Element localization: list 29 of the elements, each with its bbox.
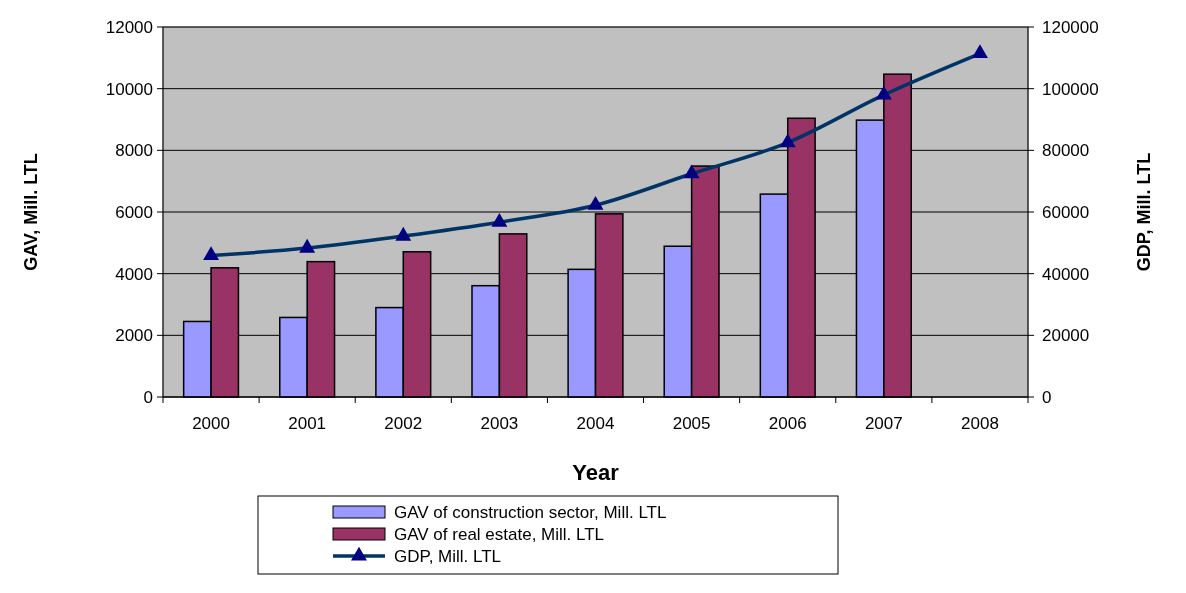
y-axis-title: GAV, Mill. LTL [21, 153, 41, 271]
y-tick-label: 10000 [105, 79, 153, 99]
x-tick-label: 2001 [288, 414, 327, 433]
y2-tick-label: 80000 [1042, 141, 1090, 161]
y2-axis-title: GDP, Mill. LTL [1134, 152, 1154, 272]
x-tick-label: 2004 [576, 414, 615, 433]
y2-tick-label: 40000 [1042, 264, 1090, 284]
y2-tick-label: 20000 [1042, 326, 1090, 346]
y2-tick-label: 120000 [1042, 17, 1099, 37]
x-tick-label: 2007 [864, 414, 903, 433]
x-tick-label: 2002 [384, 414, 423, 433]
y-tick-label: 8000 [115, 141, 153, 161]
x-tick-label: 2000 [192, 414, 230, 433]
legend-label: GDP, Mill. LTL [394, 546, 502, 566]
y2-tick-label: 0 [1042, 387, 1052, 407]
x-axis-title: Year [572, 460, 620, 485]
y-tick-label: 12000 [105, 17, 153, 37]
y-tick-label: 4000 [115, 264, 153, 284]
y2-tick-label: 100000 [1042, 79, 1099, 99]
x-tick-label: 2005 [672, 414, 711, 433]
x-tick-label: 2006 [768, 414, 807, 433]
x-tick-label: 2008 [961, 414, 999, 433]
y2-tick-label: 60000 [1042, 202, 1090, 222]
legend-label: GAV of construction sector, Mill. LTL [394, 502, 667, 522]
x-tick-label: 2003 [480, 414, 519, 433]
legend-label: GAV of real estate, Mill. LTL [394, 524, 605, 544]
y-tick-label: 6000 [115, 202, 153, 222]
y-tick-label: 0 [143, 387, 153, 407]
y-tick-label: 2000 [115, 326, 153, 346]
